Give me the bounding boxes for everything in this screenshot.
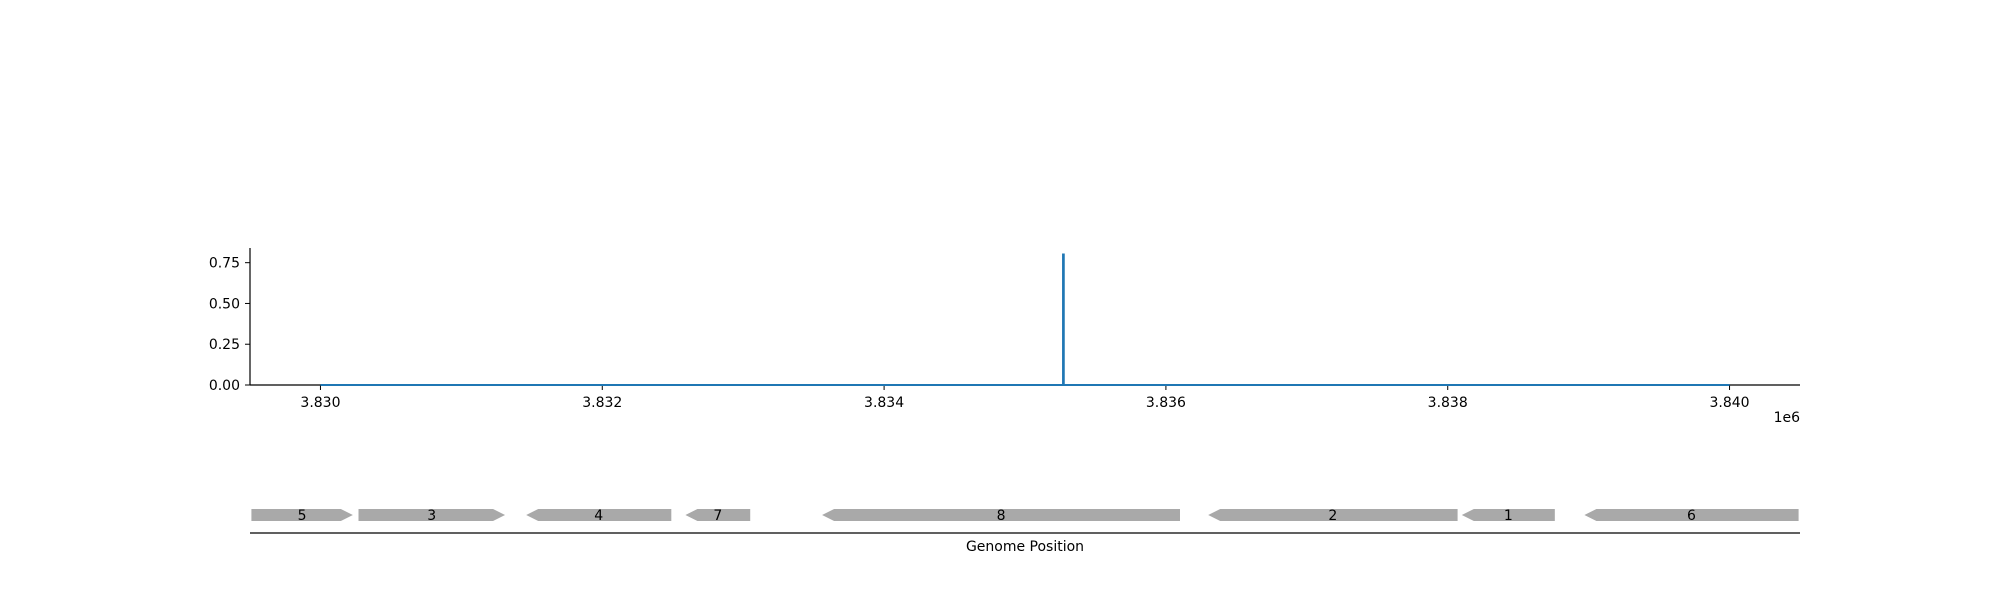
x-tick-label: 3.838	[1428, 395, 1468, 411]
gene-label: 4	[594, 508, 603, 524]
gene-label: 5	[298, 508, 307, 524]
x-tick-label: 3.832	[582, 395, 622, 411]
signal-plot: 0.00 0.25 0.50 0.75 3.830 3.832 3.834 3.836 3.83…	[209, 248, 1800, 426]
y-tick-label: 0.75	[209, 256, 240, 272]
genome-position-label: Genome Position	[966, 539, 1084, 555]
x-tick-label: 3.836	[1146, 395, 1186, 411]
gene-label: 1	[1504, 508, 1513, 524]
y-tick-label: 0.50	[209, 296, 240, 312]
gene-arrow	[685, 509, 751, 521]
gene-arrow	[358, 509, 506, 521]
y-tick-label: 0.25	[209, 337, 240, 353]
x-offset-label: 1e6	[1774, 410, 1801, 426]
gene-arrow	[1208, 509, 1458, 521]
gene-label: 2	[1328, 508, 1337, 524]
gene-track: 5 3 4 7 8 2 1 6 Genome Position	[250, 508, 1800, 555]
gene-arrow	[1584, 509, 1799, 521]
signal-series-line	[320, 253, 1730, 386]
gene-arrow	[822, 509, 1180, 521]
gene-arrow	[251, 509, 353, 521]
gene-label: 3	[427, 508, 436, 524]
x-tick-label: 3.840	[1709, 395, 1749, 411]
y-tick-label: 0.00	[209, 378, 240, 394]
gene-arrow	[526, 509, 672, 521]
x-tick-label: 3.830	[300, 395, 340, 411]
x-tick-label: 3.834	[864, 395, 904, 411]
gene-label: 7	[713, 508, 722, 524]
gene-label: 6	[1687, 508, 1696, 524]
gene-label: 8	[997, 508, 1006, 524]
gene-arrow	[1461, 509, 1555, 521]
